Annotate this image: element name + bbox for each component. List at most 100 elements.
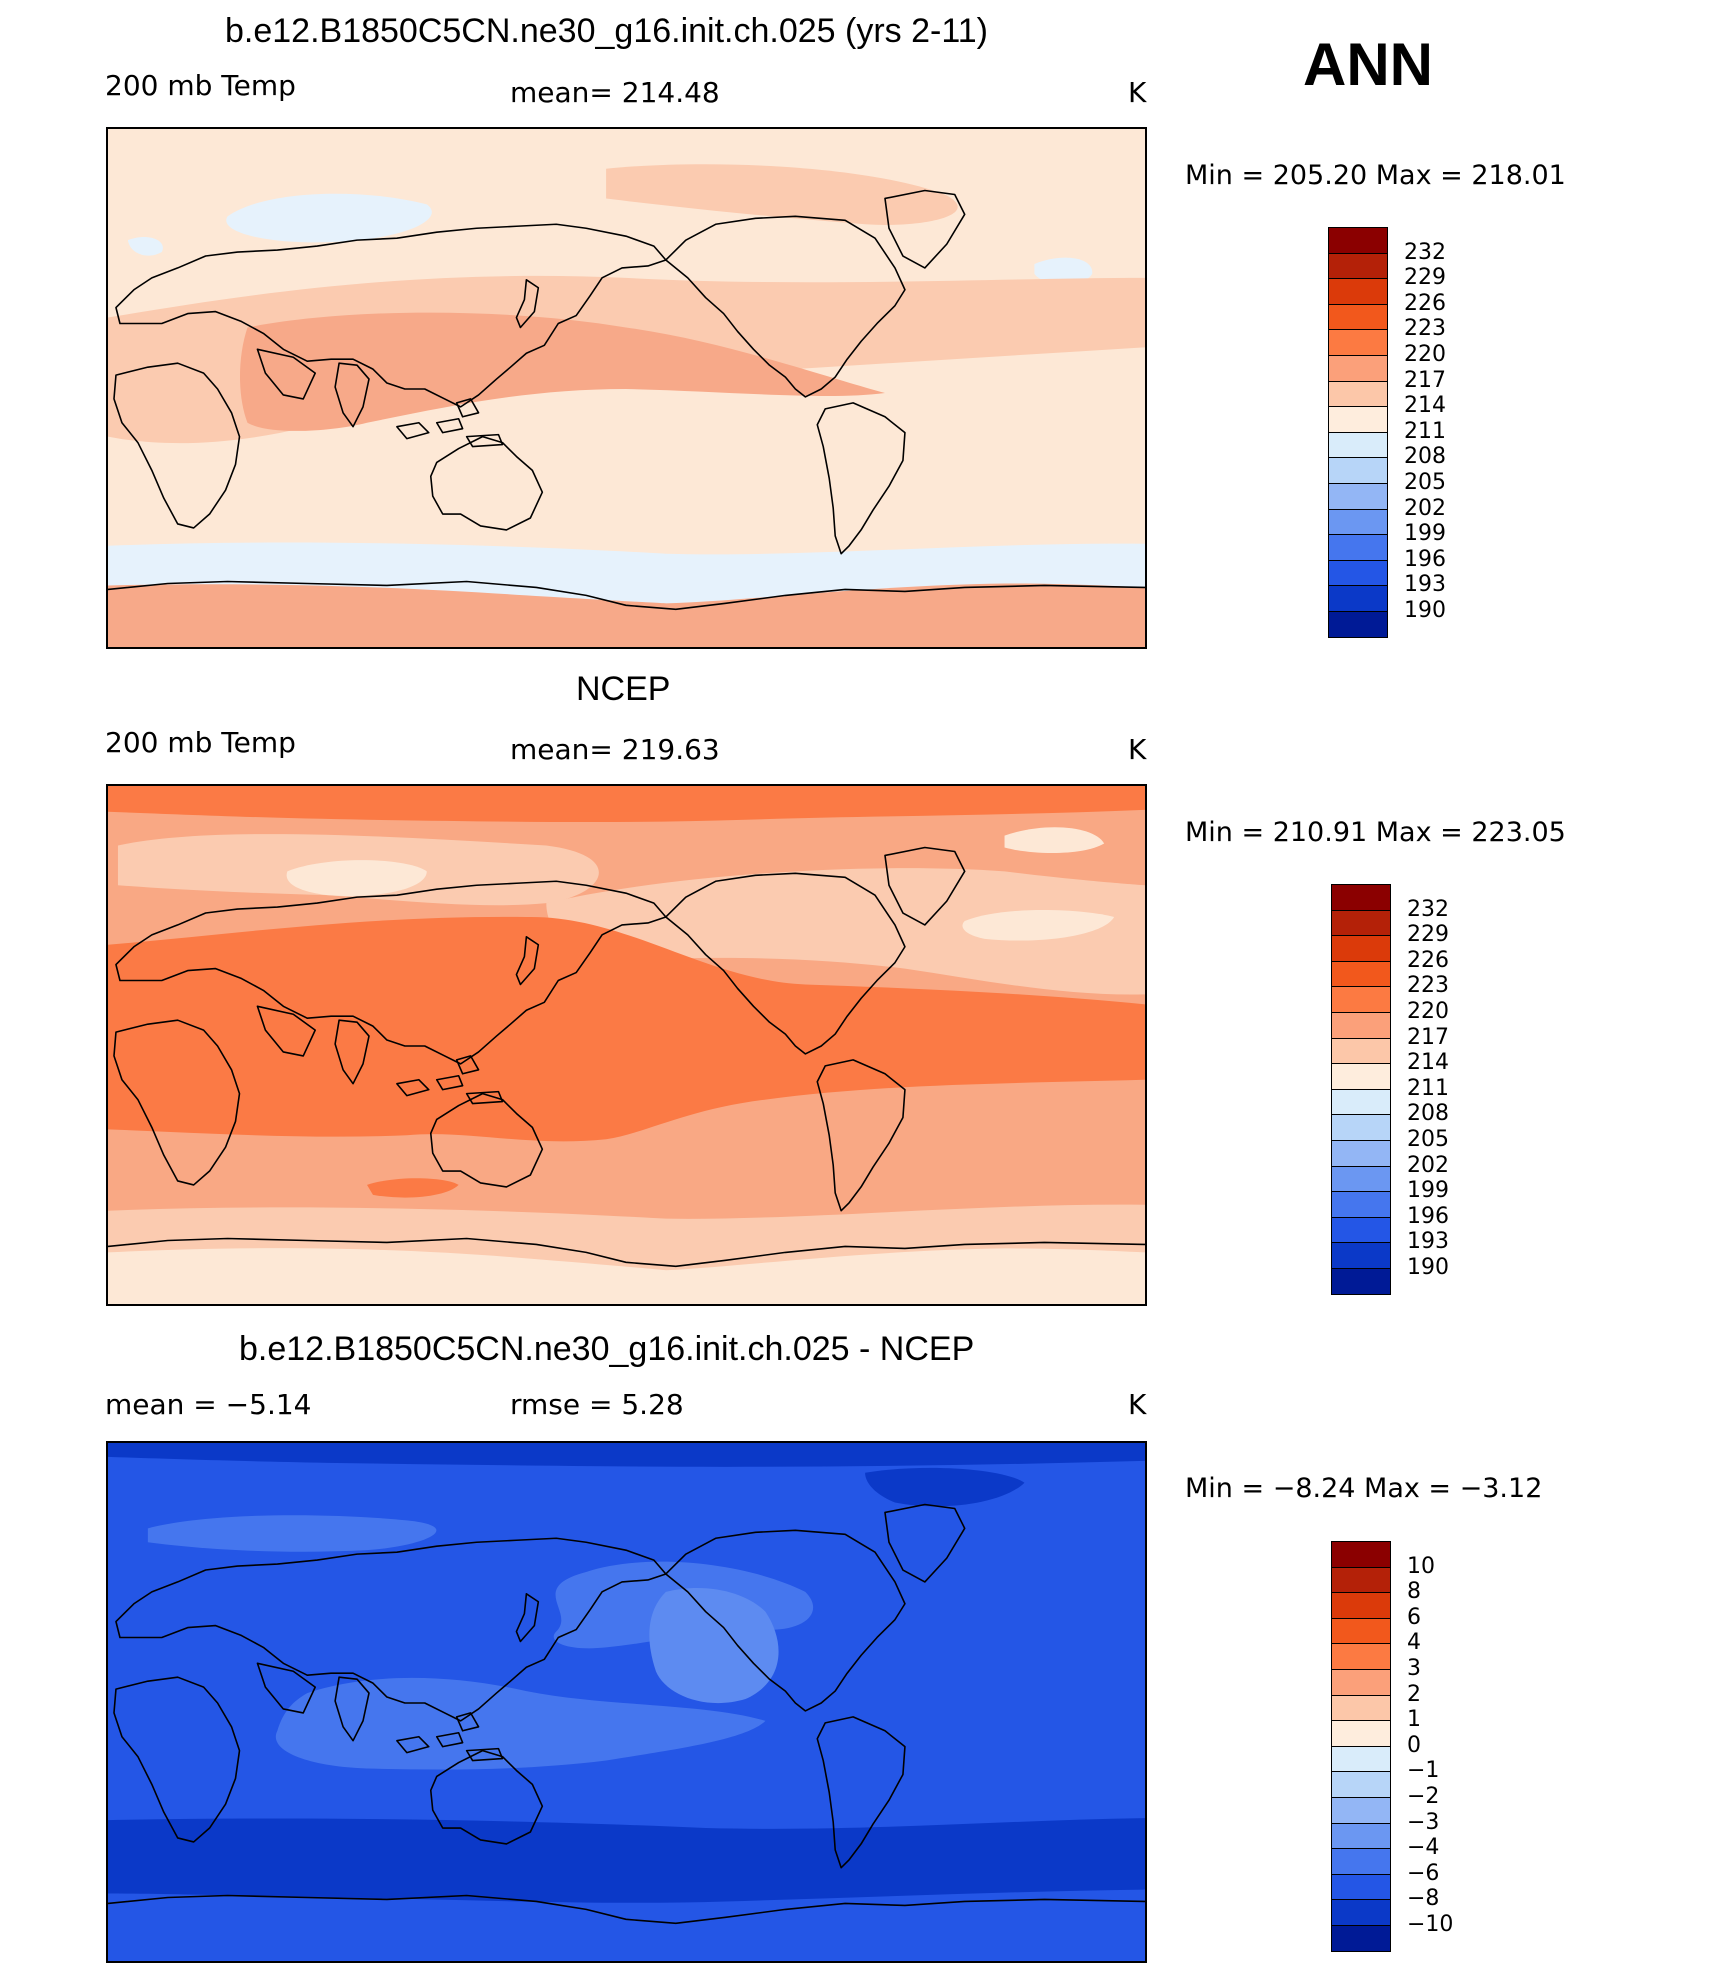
coastline — [334, 1019, 370, 1085]
contour-band — [865, 1467, 1025, 1507]
colorbar-box — [1328, 559, 1388, 587]
panel-1-left-label: 200 mb Temp — [105, 69, 296, 102]
colorbar-box — [1331, 1822, 1391, 1850]
coastline — [396, 421, 430, 440]
colorbar-label: 8 — [1407, 1579, 1421, 1605]
colorbar-box — [1331, 1617, 1391, 1645]
coastline — [334, 362, 370, 428]
colorbar-label: 193 — [1407, 1229, 1449, 1255]
coastline — [429, 435, 544, 531]
coastline — [435, 1074, 464, 1091]
contour-band — [147, 1515, 437, 1552]
coastline — [455, 1055, 480, 1075]
coastline — [884, 189, 966, 269]
coastline — [515, 936, 540, 986]
contour-band — [108, 1443, 1145, 1467]
colorbar-box — [1331, 1063, 1391, 1091]
colorbar-label: −1 — [1407, 1758, 1440, 1784]
coastline — [816, 1059, 906, 1212]
colorbar-box — [1331, 1012, 1391, 1040]
coastline — [108, 580, 1145, 611]
panel-1-minmax: Min = 205.20 Max = 218.01 — [1185, 160, 1566, 191]
colorbar-label: 6 — [1407, 1604, 1421, 1630]
colorbar-label: 214 — [1407, 1050, 1449, 1076]
colorbar-label: 217 — [1404, 367, 1446, 393]
coastline — [884, 1503, 966, 1583]
map-svg — [108, 129, 1145, 647]
colorbar-box — [1331, 1592, 1391, 1620]
colorbar-label: −2 — [1407, 1784, 1440, 1809]
panel-1-units: K — [1128, 76, 1147, 109]
contour-band — [239, 312, 886, 431]
coastline — [816, 402, 906, 555]
colorbar-label: 223 — [1404, 316, 1446, 342]
colorbar-label: 199 — [1404, 521, 1446, 547]
coastline — [465, 1747, 504, 1762]
colorbar-box — [1328, 431, 1388, 459]
colorbar-box — [1328, 380, 1388, 408]
colorbar-label: 3 — [1407, 1656, 1421, 1681]
colorbar-label: −3 — [1407, 1809, 1440, 1835]
colorbar-label: 232 — [1404, 239, 1446, 265]
colorbar-label: −8 — [1407, 1886, 1440, 1912]
colorbar-box — [1331, 1114, 1391, 1142]
contour-band — [286, 860, 427, 897]
colorbar-box — [1331, 1242, 1391, 1270]
colorbar-label: 196 — [1404, 546, 1446, 572]
colorbar-label: 193 — [1404, 572, 1446, 598]
panel-2-title: NCEP — [576, 670, 671, 708]
colorbar-label: 208 — [1407, 1101, 1449, 1127]
contour-band — [108, 1818, 1145, 1903]
colorbar-box — [1331, 1694, 1391, 1722]
coastline — [465, 433, 504, 448]
contour-band — [606, 164, 958, 225]
coastline — [665, 1529, 906, 1712]
colorbar-label: 1 — [1407, 1707, 1421, 1733]
colorbar-box — [1328, 329, 1388, 357]
panel-2-units: K — [1128, 733, 1147, 766]
coastline — [665, 872, 906, 1055]
coastline — [884, 846, 966, 926]
contour-band — [108, 786, 1145, 823]
colorbar-box — [1328, 252, 1388, 280]
coastline — [429, 1749, 544, 1845]
colorbar-box — [1331, 1566, 1391, 1594]
colorbar-box — [1331, 1643, 1391, 1671]
colorbar-label: 223 — [1407, 973, 1449, 999]
colorbar-box — [1331, 1140, 1391, 1168]
colorbar-label: 202 — [1404, 495, 1446, 521]
colorbar-label: 229 — [1407, 922, 1449, 948]
panel-2-map — [106, 784, 1147, 1306]
panel-3-minmax: Min = −8.24 Max = −3.12 — [1185, 1473, 1543, 1504]
contour-band — [546, 868, 1145, 995]
colorbar-box — [1331, 909, 1391, 937]
coastline — [113, 1676, 241, 1843]
colorbar-label: 226 — [1404, 290, 1446, 316]
colorbar-label: −4 — [1407, 1835, 1440, 1861]
coastline — [108, 1237, 1145, 1268]
contour-band — [108, 1907, 1145, 1961]
colorbar-box — [1331, 1848, 1391, 1876]
colorbar-box — [1331, 1925, 1391, 1953]
coastline — [515, 279, 540, 329]
panel-2-mean-label: mean= 219.63 — [510, 733, 720, 766]
panel-3-units: K — [1128, 1388, 1147, 1421]
colorbar-box — [1328, 508, 1388, 536]
colorbar-label: 214 — [1404, 393, 1446, 419]
contour-band — [127, 236, 163, 256]
coastline — [455, 1712, 480, 1732]
colorbar-box — [1328, 303, 1388, 331]
panel-3-rmse-label: rmse = 5.28 — [510, 1388, 684, 1421]
colorbar-box — [1328, 278, 1388, 306]
colorbar-box — [1328, 406, 1388, 434]
colorbar-box — [1331, 1669, 1391, 1697]
colorbar-box — [1328, 585, 1388, 613]
colorbar-label: 196 — [1407, 1203, 1449, 1229]
coastline — [429, 1092, 544, 1188]
colorbar-box — [1328, 227, 1388, 255]
map-svg — [108, 786, 1145, 1304]
panel-3-map — [106, 1441, 1147, 1963]
contour-band — [367, 1178, 459, 1198]
season-label: ANN — [1303, 31, 1433, 98]
colorbar-box — [1331, 1037, 1391, 1065]
